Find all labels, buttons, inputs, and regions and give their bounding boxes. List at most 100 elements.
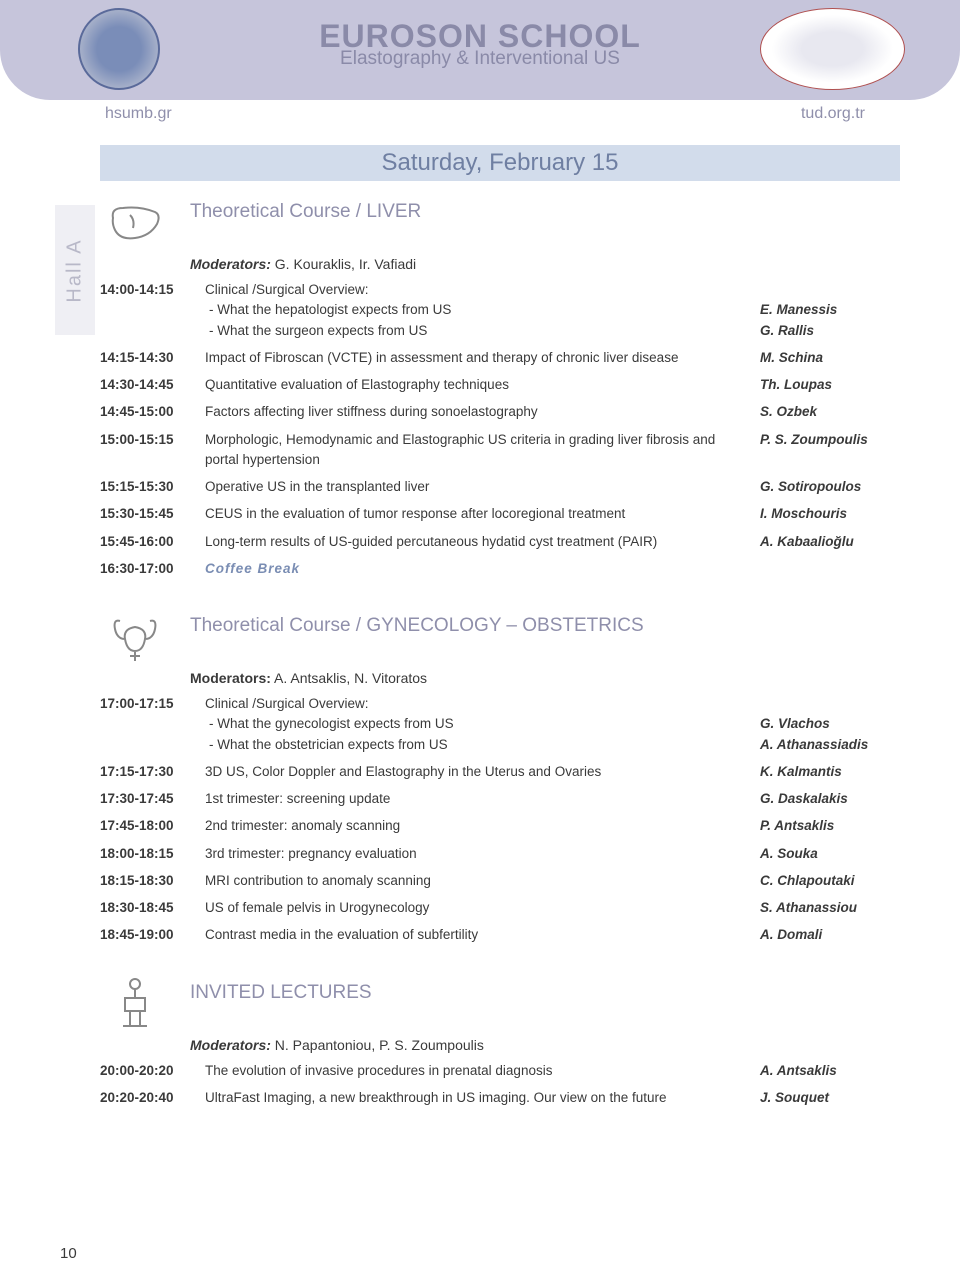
schedule-row: 14:30-14:45Quantitative evaluation of El… <box>100 375 900 395</box>
moderators-names: A. Antsaklis, N. Vitoratos <box>271 670 427 686</box>
speaker: P. S. Zoumpoulis <box>760 430 900 471</box>
description: Clinical /Surgical Overview:- What the h… <box>205 280 760 341</box>
section-head: INVITED LECTURES <box>100 976 900 1031</box>
section-title: Theoretical Course / LIVER <box>190 195 421 223</box>
schedule-row: 17:45-18:002nd trimester: anomaly scanni… <box>100 816 900 836</box>
speaker: G. VlachosA. Athanassiadis <box>760 694 900 755</box>
speaker: I. Moschouris <box>760 504 900 524</box>
description: MRI contribution to anomaly scanning <box>205 871 760 891</box>
time: 15:00-15:15 <box>100 430 205 471</box>
speaker <box>760 559 900 579</box>
time: 14:45-15:00 <box>100 402 205 422</box>
time: 17:30-17:45 <box>100 789 205 809</box>
speaker-line <box>760 694 900 714</box>
speaker: S. Ozbek <box>760 402 900 422</box>
moderators-names: G. Kouraklis, Ir. Vafiadi <box>271 256 416 272</box>
lecture-icon <box>100 976 170 1031</box>
liver-icon <box>100 195 170 250</box>
speaker: S. Athanassiou <box>760 898 900 918</box>
description-sub: - What the hepatologist expects from US <box>205 300 750 320</box>
time: 18:45-19:00 <box>100 925 205 945</box>
section-title: INVITED LECTURES <box>190 976 372 1004</box>
speaker: C. Chlapoutaki <box>760 871 900 891</box>
title-sub: Elastography & Interventional US <box>0 48 960 70</box>
time: 18:30-18:45 <box>100 898 205 918</box>
schedule-row: 18:15-18:30MRI contribution to anomaly s… <box>100 871 900 891</box>
description: Quantitative evaluation of Elastography … <box>205 375 760 395</box>
section-title: Theoretical Course / GYNECOLOGY – OBSTET… <box>190 609 644 637</box>
description-text: UltraFast Imaging, a new breakthrough in… <box>205 1090 666 1105</box>
speaker: A. Antsaklis <box>760 1061 900 1081</box>
speaker-line: G. Rallis <box>760 321 900 341</box>
speaker: A. Domali <box>760 925 900 945</box>
speaker-line: A. Athanassiadis <box>760 735 900 755</box>
speaker: A. Souka <box>760 844 900 864</box>
page-number: 10 <box>60 1245 77 1262</box>
time: 18:00-18:15 <box>100 844 205 864</box>
time: 15:15-15:30 <box>100 477 205 497</box>
time: 20:20-20:40 <box>100 1088 205 1108</box>
time: 16:30-17:00 <box>100 559 205 579</box>
description-sub: - What the obstetrician expects from US <box>205 735 750 755</box>
description: The evolution of invasive procedures in … <box>205 1061 760 1081</box>
description: Morphologic, Hemodynamic and Elastograph… <box>205 430 760 471</box>
section: Theoretical Course / GYNECOLOGY – OBSTET… <box>100 609 900 946</box>
description: US of female pelvis in Urogynecology <box>205 898 760 918</box>
speaker-line <box>760 280 900 300</box>
section-head: Theoretical Course / LIVER <box>100 195 900 250</box>
moderators: Moderators: A. Antsaklis, N. Vitoratos <box>190 670 900 686</box>
description-text: Clinical /Surgical Overview: <box>205 696 369 711</box>
speaker: K. Kalmantis <box>760 762 900 782</box>
description-text: The evolution of invasive procedures in … <box>205 1063 552 1078</box>
schedule-row: 15:45-16:00Long-term results of US-guide… <box>100 532 900 552</box>
time: 14:30-14:45 <box>100 375 205 395</box>
schedule-row: 14:00-14:15Clinical /Surgical Overview:-… <box>100 280 900 341</box>
description-text: Quantitative evaluation of Elastography … <box>205 377 509 392</box>
description-text: 3rd trimester: pregnancy evaluation <box>205 846 417 861</box>
section: Theoretical Course / LIVERModerators: G.… <box>100 195 900 579</box>
speaker: Th. Loupas <box>760 375 900 395</box>
time: 14:00-14:15 <box>100 280 205 341</box>
section-head: Theoretical Course / GYNECOLOGY – OBSTET… <box>100 609 900 664</box>
description-sub: - What the gynecologist expects from US <box>205 714 750 734</box>
moderators: Moderators: N. Papantoniou, P. S. Zoumpo… <box>190 1037 900 1053</box>
speaker: P. Antsaklis <box>760 816 900 836</box>
description-text: 1st trimester: screening update <box>205 791 390 806</box>
schedule-row: 14:15-14:30Impact of Fibroscan (VCTE) in… <box>100 348 900 368</box>
description-text: Factors affecting liver stiffness during… <box>205 404 538 419</box>
hall-label: Hall A <box>64 238 87 302</box>
date-banner: Saturday, February 15 <box>100 145 900 181</box>
moderators-names: N. Papantoniou, P. S. Zoumpoulis <box>271 1037 484 1053</box>
schedule-row: 15:30-15:45CEUS in the evaluation of tum… <box>100 504 900 524</box>
schedule-row: 17:00-17:15Clinical /Surgical Overview: -… <box>100 694 900 755</box>
description-text: US of female pelvis in Urogynecology <box>205 900 429 915</box>
speaker-line: G. Vlachos <box>760 714 900 734</box>
description: Contrast media in the evaluation of subf… <box>205 925 760 945</box>
time: 15:45-16:00 <box>100 532 205 552</box>
time: 20:00-20:20 <box>100 1061 205 1081</box>
moderators-label: Moderators: <box>190 1037 271 1053</box>
schedule-row: 15:15-15:30Operative US in the transplan… <box>100 477 900 497</box>
description-text: MRI contribution to anomaly scanning <box>205 873 431 888</box>
description: 2nd trimester: anomaly scanning <box>205 816 760 836</box>
description: Clinical /Surgical Overview: - What the g… <box>205 694 760 755</box>
section: INVITED LECTURES Moderators: N. Papantoni… <box>100 976 900 1109</box>
schedule-row: 18:00-18:153rd trimester: pregnancy eval… <box>100 844 900 864</box>
description-text: Long-term results of US-guided percutane… <box>205 534 657 549</box>
description-text: Morphologic, Hemodynamic and Elastograph… <box>205 432 715 467</box>
hall-tab: Hall A <box>55 205 95 335</box>
description: Factors affecting liver stiffness during… <box>205 402 760 422</box>
speaker: J. Souquet <box>760 1088 900 1108</box>
description-text: Contrast media in the evaluation of subf… <box>205 927 478 942</box>
time: 14:15-14:30 <box>100 348 205 368</box>
time: 17:00-17:15 <box>100 694 205 755</box>
schedule-row: 17:15-17:303D US, Color Doppler and Elas… <box>100 762 900 782</box>
schedule-row: 17:30-17:451st trimester: screening upda… <box>100 789 900 809</box>
description-text: 3D US, Color Doppler and Elastography in… <box>205 764 601 779</box>
url-left: hsumb.gr <box>105 105 172 123</box>
description: 1st trimester: screening update <box>205 789 760 809</box>
time: 18:15-18:30 <box>100 871 205 891</box>
description-text: Operative US in the transplanted liver <box>205 479 429 494</box>
time: 15:30-15:45 <box>100 504 205 524</box>
schedule-row: 16:30-17:00Coffee Break <box>100 559 900 579</box>
